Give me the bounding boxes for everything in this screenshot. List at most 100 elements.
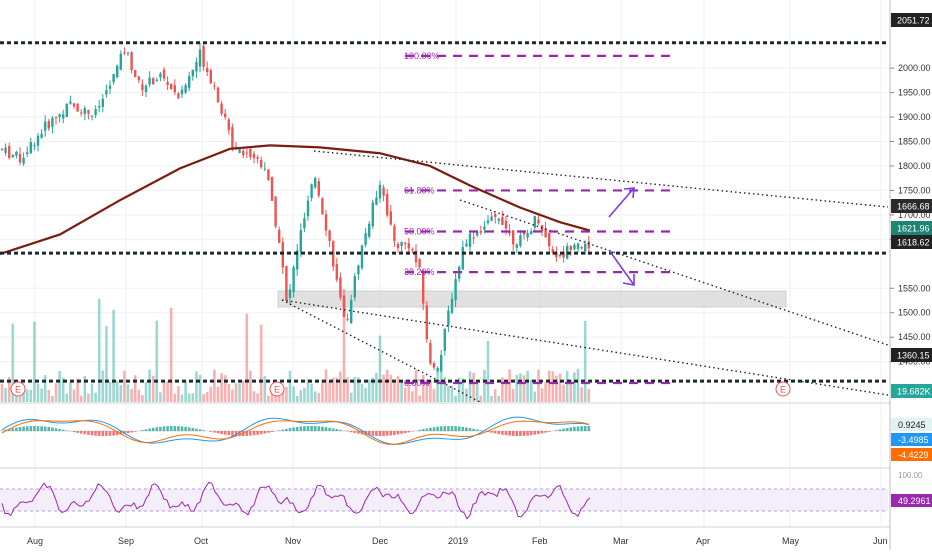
volume-bar: [102, 370, 105, 402]
volume-bar: [220, 373, 223, 402]
macd-histogram-bar: [408, 431, 411, 432]
volume-bar: [303, 388, 306, 402]
candle-body: [472, 237, 474, 238]
volume-bar: [523, 375, 526, 402]
volume-bar: [296, 396, 299, 402]
candle-body: [69, 101, 71, 103]
macd-histogram-bar: [105, 431, 108, 436]
volume-bar: [33, 322, 36, 402]
candle-body: [444, 329, 446, 351]
candle-body: [163, 70, 165, 79]
volume-bar: [480, 395, 483, 402]
price-tick-label: 1550.00: [898, 283, 931, 293]
candle-body: [242, 151, 244, 155]
macd-histogram-bar: [400, 431, 403, 434]
candle-body: [526, 233, 528, 237]
candle-body: [282, 242, 284, 267]
volume-bar: [350, 393, 353, 402]
macd-histogram-bar: [476, 430, 479, 431]
volume-bar: [148, 370, 151, 402]
candle-body: [400, 242, 402, 246]
candle-body: [292, 267, 294, 292]
candle-body: [48, 121, 50, 128]
macd-histogram-bar: [296, 427, 299, 431]
macd-histogram-bar: [382, 431, 385, 436]
macd-histogram-bar: [40, 426, 43, 431]
candle-body: [174, 85, 176, 92]
macd-histogram-bar: [80, 431, 83, 434]
candle-body: [1, 149, 3, 150]
candle-body: [134, 70, 136, 77]
volume-bar: [105, 326, 108, 402]
volume-bar: [436, 369, 439, 402]
candle-body: [580, 247, 582, 248]
macd-histogram-bar: [494, 431, 497, 433]
volume-bar: [318, 393, 321, 402]
macd-histogram-bar: [379, 431, 382, 436]
volume-bar: [141, 395, 144, 402]
candle-body: [386, 194, 388, 215]
volume-bar: [235, 383, 238, 402]
volume-bar: [138, 390, 141, 402]
candle-body: [40, 134, 42, 138]
macd-histogram-bar: [418, 430, 421, 431]
macd-histogram-bar: [300, 427, 303, 431]
candle-body: [62, 114, 64, 118]
candle-body: [440, 355, 442, 371]
macd-histogram-bar: [332, 428, 335, 431]
candle-body: [246, 153, 248, 154]
earnings-marker-label: E: [15, 385, 21, 395]
time-axis-label: Mar: [613, 536, 629, 546]
candle-body: [213, 85, 215, 86]
candle-body: [454, 279, 456, 300]
macd-histogram-bar: [37, 426, 40, 431]
macd-histogram-bar: [566, 428, 569, 431]
volume-bar: [386, 370, 389, 402]
volume-bar: [573, 372, 576, 402]
fib-level-label: 61.80%: [404, 185, 435, 195]
volume-bar: [292, 386, 295, 402]
candle-body: [537, 220, 539, 224]
macd-histogram-bar: [519, 431, 522, 436]
volume-bar: [264, 376, 267, 402]
macd-histogram-bar: [228, 431, 231, 435]
volume-bar: [37, 383, 40, 402]
macd-histogram-bar: [534, 431, 537, 435]
price-badge-label: 1621.96: [897, 224, 930, 234]
candle-body: [343, 296, 345, 317]
volume-bar: [145, 382, 148, 402]
volume-bar: [580, 387, 583, 402]
volume-bar: [375, 373, 378, 402]
macd-histogram-bar: [33, 426, 36, 431]
volume-bar: [228, 384, 231, 402]
candle-body: [224, 114, 226, 118]
volume-bar: [379, 336, 382, 402]
volume-bar: [498, 396, 501, 402]
candle-body: [530, 231, 532, 234]
volume-bar: [213, 370, 216, 402]
macd-histogram-bar: [397, 431, 400, 434]
macd-histogram-bar: [523, 431, 526, 436]
volume-bar: [177, 386, 180, 402]
candle-body: [588, 241, 590, 248]
volume-bar: [184, 381, 187, 402]
volume-bar: [310, 384, 313, 402]
candle-body: [181, 90, 183, 95]
candle-body: [548, 233, 550, 246]
macd-histogram-bar: [555, 430, 558, 431]
macd-histogram-bar: [458, 427, 461, 431]
macd-histogram-bar: [303, 426, 306, 431]
macd-histogram-bar: [231, 431, 234, 436]
volume-bar: [202, 394, 205, 402]
volume-bar: [544, 382, 547, 402]
volume-bar: [508, 369, 511, 402]
candle-body: [573, 245, 575, 250]
macd-histogram-bar: [130, 431, 133, 432]
macd-histogram-bar: [102, 431, 105, 436]
macd-histogram-bar: [516, 431, 519, 436]
candle-body: [501, 217, 503, 225]
volume-bar: [224, 375, 227, 402]
candle-body: [494, 214, 496, 217]
